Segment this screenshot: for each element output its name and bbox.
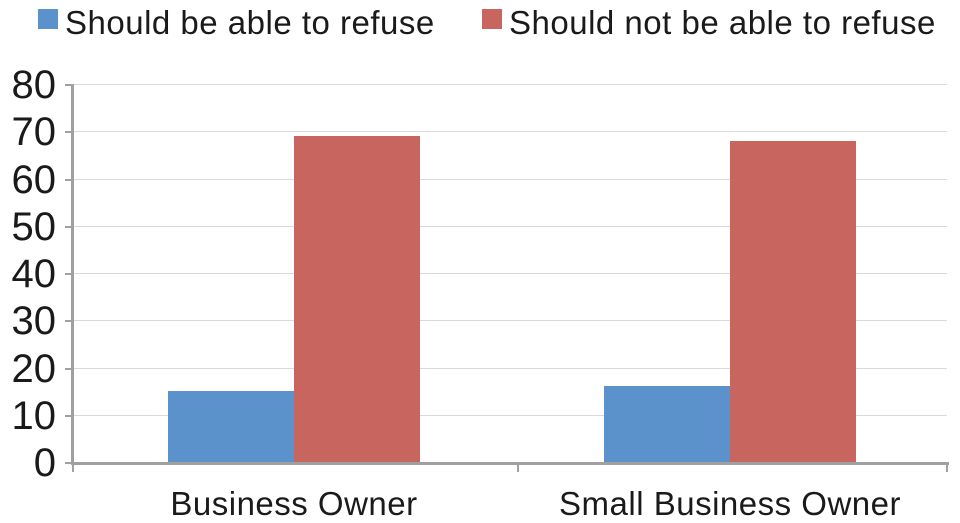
x-axis bbox=[71, 462, 949, 465]
y-axis-tick-label: 80 bbox=[11, 63, 57, 107]
legend-item-should-not-be-able: Should not be able to refuse bbox=[482, 4, 936, 42]
y-axis-tick bbox=[65, 226, 73, 228]
bar-business-owner-series-1 bbox=[294, 136, 420, 462]
y-axis-tick bbox=[65, 368, 73, 370]
gridline bbox=[73, 368, 947, 369]
y-axis-tick bbox=[65, 273, 73, 275]
bar-small-business-owner-series-1 bbox=[730, 141, 856, 462]
y-axis-tick-label: 60 bbox=[11, 157, 57, 202]
category-label-small-business-owner: Small Business Owner bbox=[559, 485, 901, 522]
gridline bbox=[73, 84, 947, 85]
y-axis-tick bbox=[65, 462, 73, 464]
bar-small-business-owner-series-0 bbox=[604, 386, 730, 462]
gridline bbox=[73, 273, 947, 274]
y-axis-tick-label: 40 bbox=[11, 252, 57, 296]
y-axis-tick-label: 0 bbox=[33, 441, 56, 485]
y-axis bbox=[71, 84, 74, 465]
gridline bbox=[73, 131, 947, 132]
y-axis-tick-label: 30 bbox=[11, 299, 57, 344]
legend-swatch-blue-icon bbox=[38, 9, 58, 29]
x-axis-tick bbox=[72, 462, 74, 472]
y-axis-tick bbox=[65, 415, 73, 417]
y-axis-tick-label: 50 bbox=[11, 204, 57, 249]
y-axis-tick-label: 20 bbox=[11, 346, 57, 391]
gridline bbox=[73, 415, 947, 416]
legend-swatch-red-icon bbox=[482, 9, 502, 29]
bar-business-owner-series-0 bbox=[168, 391, 294, 462]
gridline bbox=[73, 179, 947, 180]
x-axis-tick bbox=[946, 462, 948, 472]
y-axis-tick-label: 70 bbox=[11, 110, 57, 155]
y-axis-tick bbox=[65, 320, 73, 322]
legend-item-should-be-able: Should be able to refuse bbox=[38, 4, 435, 42]
y-axis-tick bbox=[65, 179, 73, 181]
y-axis-tick bbox=[65, 131, 73, 133]
legend-label: Should be able to refuse bbox=[65, 4, 435, 41]
gridline bbox=[73, 320, 947, 321]
y-axis-tick bbox=[65, 84, 73, 86]
x-axis-tick bbox=[517, 462, 519, 472]
legend-label: Should not be able to refuse bbox=[509, 4, 936, 41]
gridline bbox=[73, 226, 947, 227]
y-axis-tick-label: 10 bbox=[11, 393, 57, 438]
category-label-business-owner: Business Owner bbox=[170, 485, 418, 522]
